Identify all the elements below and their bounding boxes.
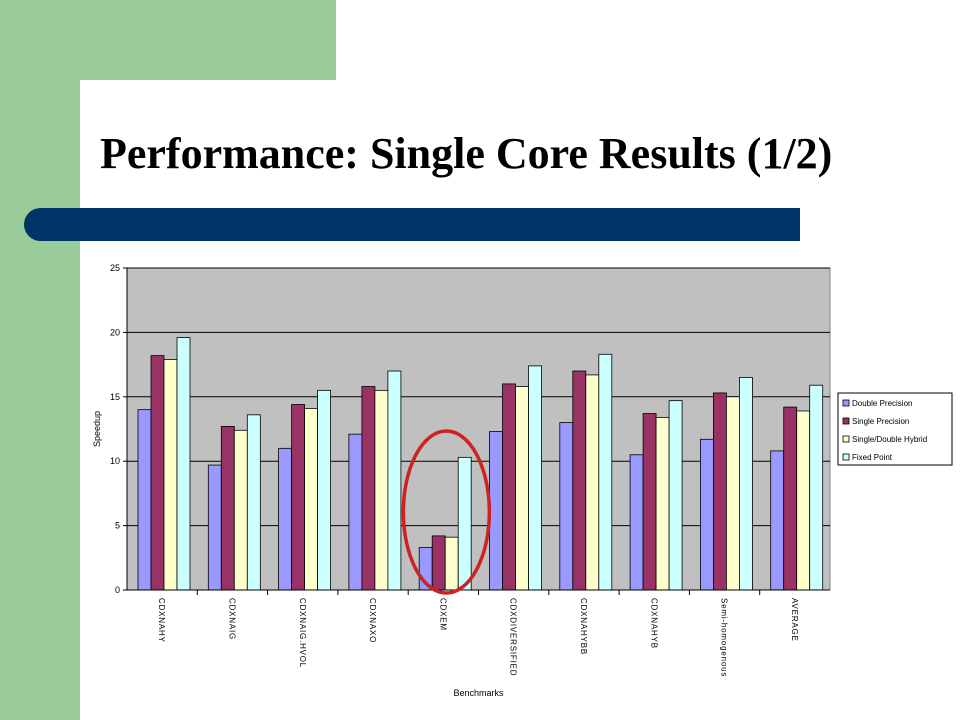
x-category-label: Semi-homogenous [720,598,729,677]
bar-fixed-point [387,370,402,591]
x-category-label: CDXNAHY [157,598,166,643]
bar-single-double-hybrid [726,396,740,591]
bar-single-double-hybrid [233,429,248,591]
bar-double-precision [770,450,785,591]
bar-fixed-point [246,414,261,591]
y-tick-label: 5 [115,521,120,531]
bar-double-precision [137,409,152,591]
legend-swatch [842,417,850,425]
bar-single-precision [291,404,306,591]
top-green-band [80,0,336,80]
bar-single-precision [220,426,235,591]
bar-single-precision [431,535,446,591]
bar-fixed-point [809,384,824,591]
bar-single-precision [361,386,376,591]
y-tick-label: 15 [110,392,120,402]
bar-double-precision [489,431,503,591]
slide-title: Performance: Single Core Results (1/2) [100,129,833,178]
bar-fixed-point [739,377,753,591]
bar-single-precision [572,370,587,591]
legend-box [837,392,953,466]
bar-single-precision [502,383,516,591]
sidebar-green-band [0,0,80,720]
bar-single-double-hybrid [304,407,319,591]
bar-fixed-point [457,456,472,591]
x-category-label: AVERAGE [790,598,799,642]
bar-double-precision [348,433,363,591]
annotations [401,429,492,595]
bar-single-double-hybrid [655,417,670,591]
bar-fixed-point [317,389,332,591]
x-category-label: CDXEM [438,598,447,631]
bar-double-precision [700,438,714,591]
x-category-label: CDXNAXO [368,598,377,643]
x-axis-label: Benchmarks [453,688,504,698]
bar-single-precision [783,406,798,591]
y-axis: 0 5 10 15 20 25 [110,263,128,595]
highlight-ellipse [401,429,492,595]
legend-swatch [842,435,850,443]
bar-double-precision [207,464,222,591]
legend-label: Single/Double Hybrid [852,435,927,444]
y-tick-label: 20 [110,327,120,337]
bar-single-double-hybrid [374,389,389,591]
bar-single-double-hybrid [515,386,529,591]
legend-label: Fixed Point [852,453,893,462]
bar-double-precision [559,422,574,591]
legend-swatch [842,453,850,461]
bar-single-double-hybrid [585,374,600,591]
bar-single-double-hybrid [163,359,178,591]
x-category-label: CDXDIVERSIFIED [509,598,518,676]
bar-single-double-hybrid [444,536,459,591]
y-tick-label: 25 [110,263,120,273]
bar-single-precision [150,355,165,591]
y-tick-label: 10 [110,456,120,466]
bar-fixed-point [668,400,683,591]
title-rule [24,208,800,241]
legend-label: Double Precision [852,399,912,408]
x-category-label: CDXNAIG [227,598,236,640]
x-category-label: CDXNAIG.HVOL [298,598,307,668]
bar-single-precision [713,392,727,591]
legend-swatch [842,399,850,407]
x-category-label: CDXNAHYBB [579,598,588,655]
bar-double-precision [278,447,293,591]
bar-fixed-point [598,353,613,591]
y-axis-label: Speedup [92,411,102,447]
bar-fixed-point [528,365,542,591]
bar-single-double-hybrid [796,410,811,591]
bar-double-precision [629,454,644,591]
x-category-label: CDXNAHYB [649,598,658,649]
bar-single-precision [642,413,657,591]
chart-legend: Double Precision Single Precision Single/D… [837,392,953,466]
bar-fixed-point [176,337,191,591]
legend-label: Single Precision [852,417,909,426]
bars-group [137,337,824,591]
y-tick-label: 0 [115,585,120,595]
x-axis: CDXNAHY CDXNAIG CDXNAIG.HVOL CDXNAXO CDXEM CD… [127,589,830,677]
